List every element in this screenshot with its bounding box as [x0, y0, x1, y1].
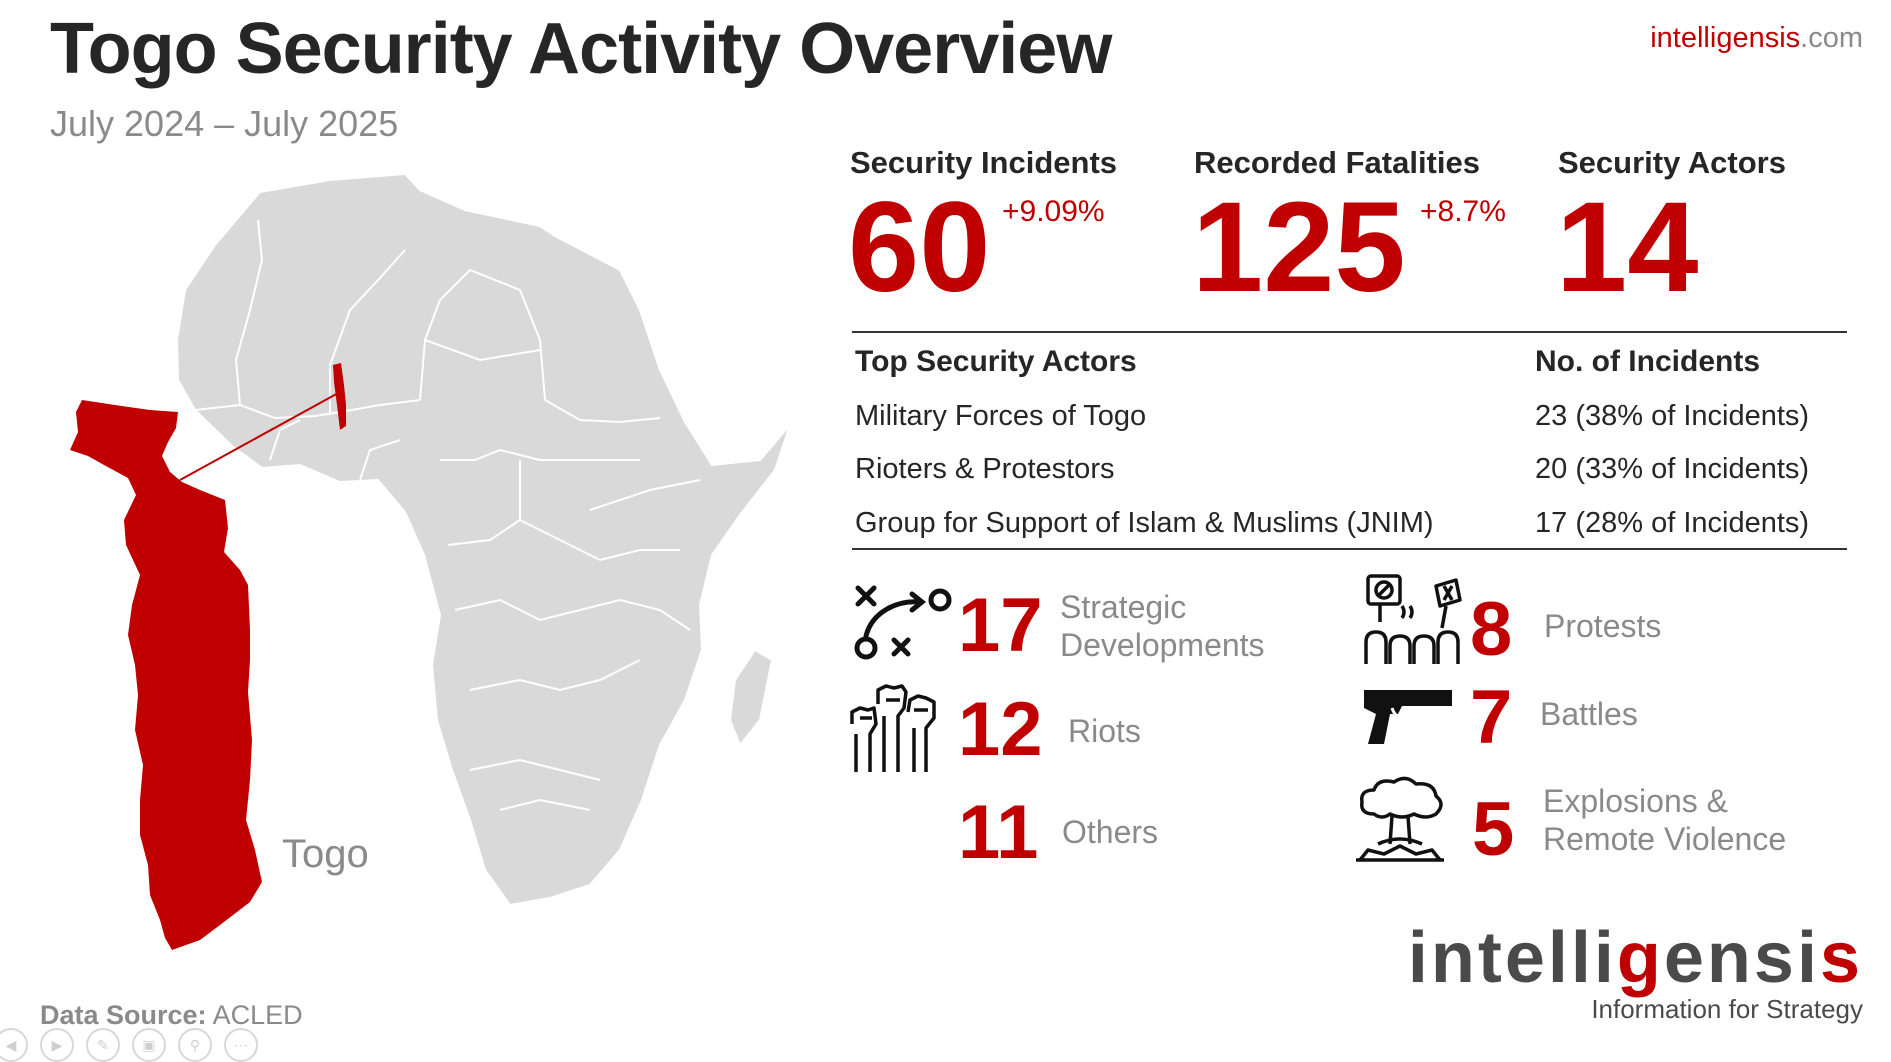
category-label: Strategic Developments — [1060, 589, 1265, 663]
table-header-actor: Top Security Actors — [855, 345, 1137, 378]
kpi-fatalities-label: Recorded Fatalities — [1194, 145, 1480, 180]
back-icon[interactable]: ◀ — [0, 1028, 28, 1062]
table-row-actor: Group for Support of Islam & Muslims (JN… — [855, 507, 1434, 539]
site-domain: .com — [1800, 22, 1863, 54]
kpi-incidents-change: +9.09% — [1002, 195, 1105, 228]
kpi-incidents-value: 60 — [848, 176, 991, 319]
category-label: Explosions & Remote Violence — [1543, 783, 1787, 857]
category-value: 8 — [1470, 587, 1513, 672]
table-row-incidents: 23 (38% of Incidents) — [1535, 400, 1810, 432]
africa-continent — [175, 172, 791, 907]
site-name: intelligensis — [1650, 22, 1801, 54]
table-row-incidents: 20 (33% of Incidents) — [1535, 453, 1810, 485]
site-link[interactable]: intelligensis.com — [1650, 22, 1863, 55]
kpi-incidents-label: Security Incidents — [850, 145, 1118, 180]
play-icon[interactable]: ▶ — [40, 1028, 74, 1062]
category-value: 11 — [958, 790, 1039, 875]
strategy-icon — [854, 585, 952, 660]
table-row-actor: Military Forces of Togo — [855, 400, 1147, 432]
table-top-rule — [852, 331, 1847, 333]
togo-location-marker — [333, 363, 346, 430]
callout-line — [179, 391, 341, 481]
pistol-icon — [1364, 690, 1452, 744]
kpi-fatalities-change: +8.7% — [1420, 195, 1506, 228]
table-row-incidents: 17 (28% of Incidents) — [1535, 507, 1810, 539]
africa-map: Togo — [70, 172, 791, 950]
logo-tagline: Information for Strategy — [1591, 994, 1863, 1024]
category-value: 7 — [1470, 675, 1513, 760]
category-label: Others — [1062, 814, 1159, 850]
category-label: Protests — [1544, 608, 1662, 644]
kpi-fatalities-value: 125 — [1192, 176, 1406, 319]
map-country-label: Togo — [282, 832, 369, 876]
pen-icon[interactable]: ✎ — [86, 1028, 120, 1062]
more-icon[interactable]: ⋯ — [224, 1028, 258, 1062]
data-source: Data Source: ACLED — [40, 1000, 303, 1030]
category-label: Riots — [1068, 713, 1141, 749]
togo-enlarged — [70, 400, 262, 950]
table-bottom-rule — [852, 548, 1847, 550]
category-value: 5 — [1472, 787, 1515, 872]
table-header-incidents: No. of Incidents — [1535, 345, 1760, 378]
category-value: 12 — [958, 687, 1043, 772]
zoom-icon[interactable]: ⚲ — [178, 1028, 212, 1062]
protest-icon — [1364, 574, 1462, 664]
table-row-actor: Rioters & Protestors — [855, 453, 1115, 485]
kpi-actors-value: 14 — [1556, 176, 1699, 319]
slides-icon[interactable]: ▣ — [132, 1028, 166, 1062]
category-value: 17 — [958, 583, 1043, 668]
intelligensis-logo: intelligensis — [1407, 918, 1863, 998]
explosion-icon — [1356, 776, 1444, 862]
kpi-actors-label: Security Actors — [1558, 145, 1786, 180]
country-borders — [194, 219, 701, 811]
date-range: July 2024 – July 2025 — [50, 103, 399, 144]
raised-fists-icon — [850, 684, 936, 772]
page-title: Togo Security Activity Overview — [50, 9, 1112, 89]
category-label: Battles — [1540, 696, 1638, 732]
